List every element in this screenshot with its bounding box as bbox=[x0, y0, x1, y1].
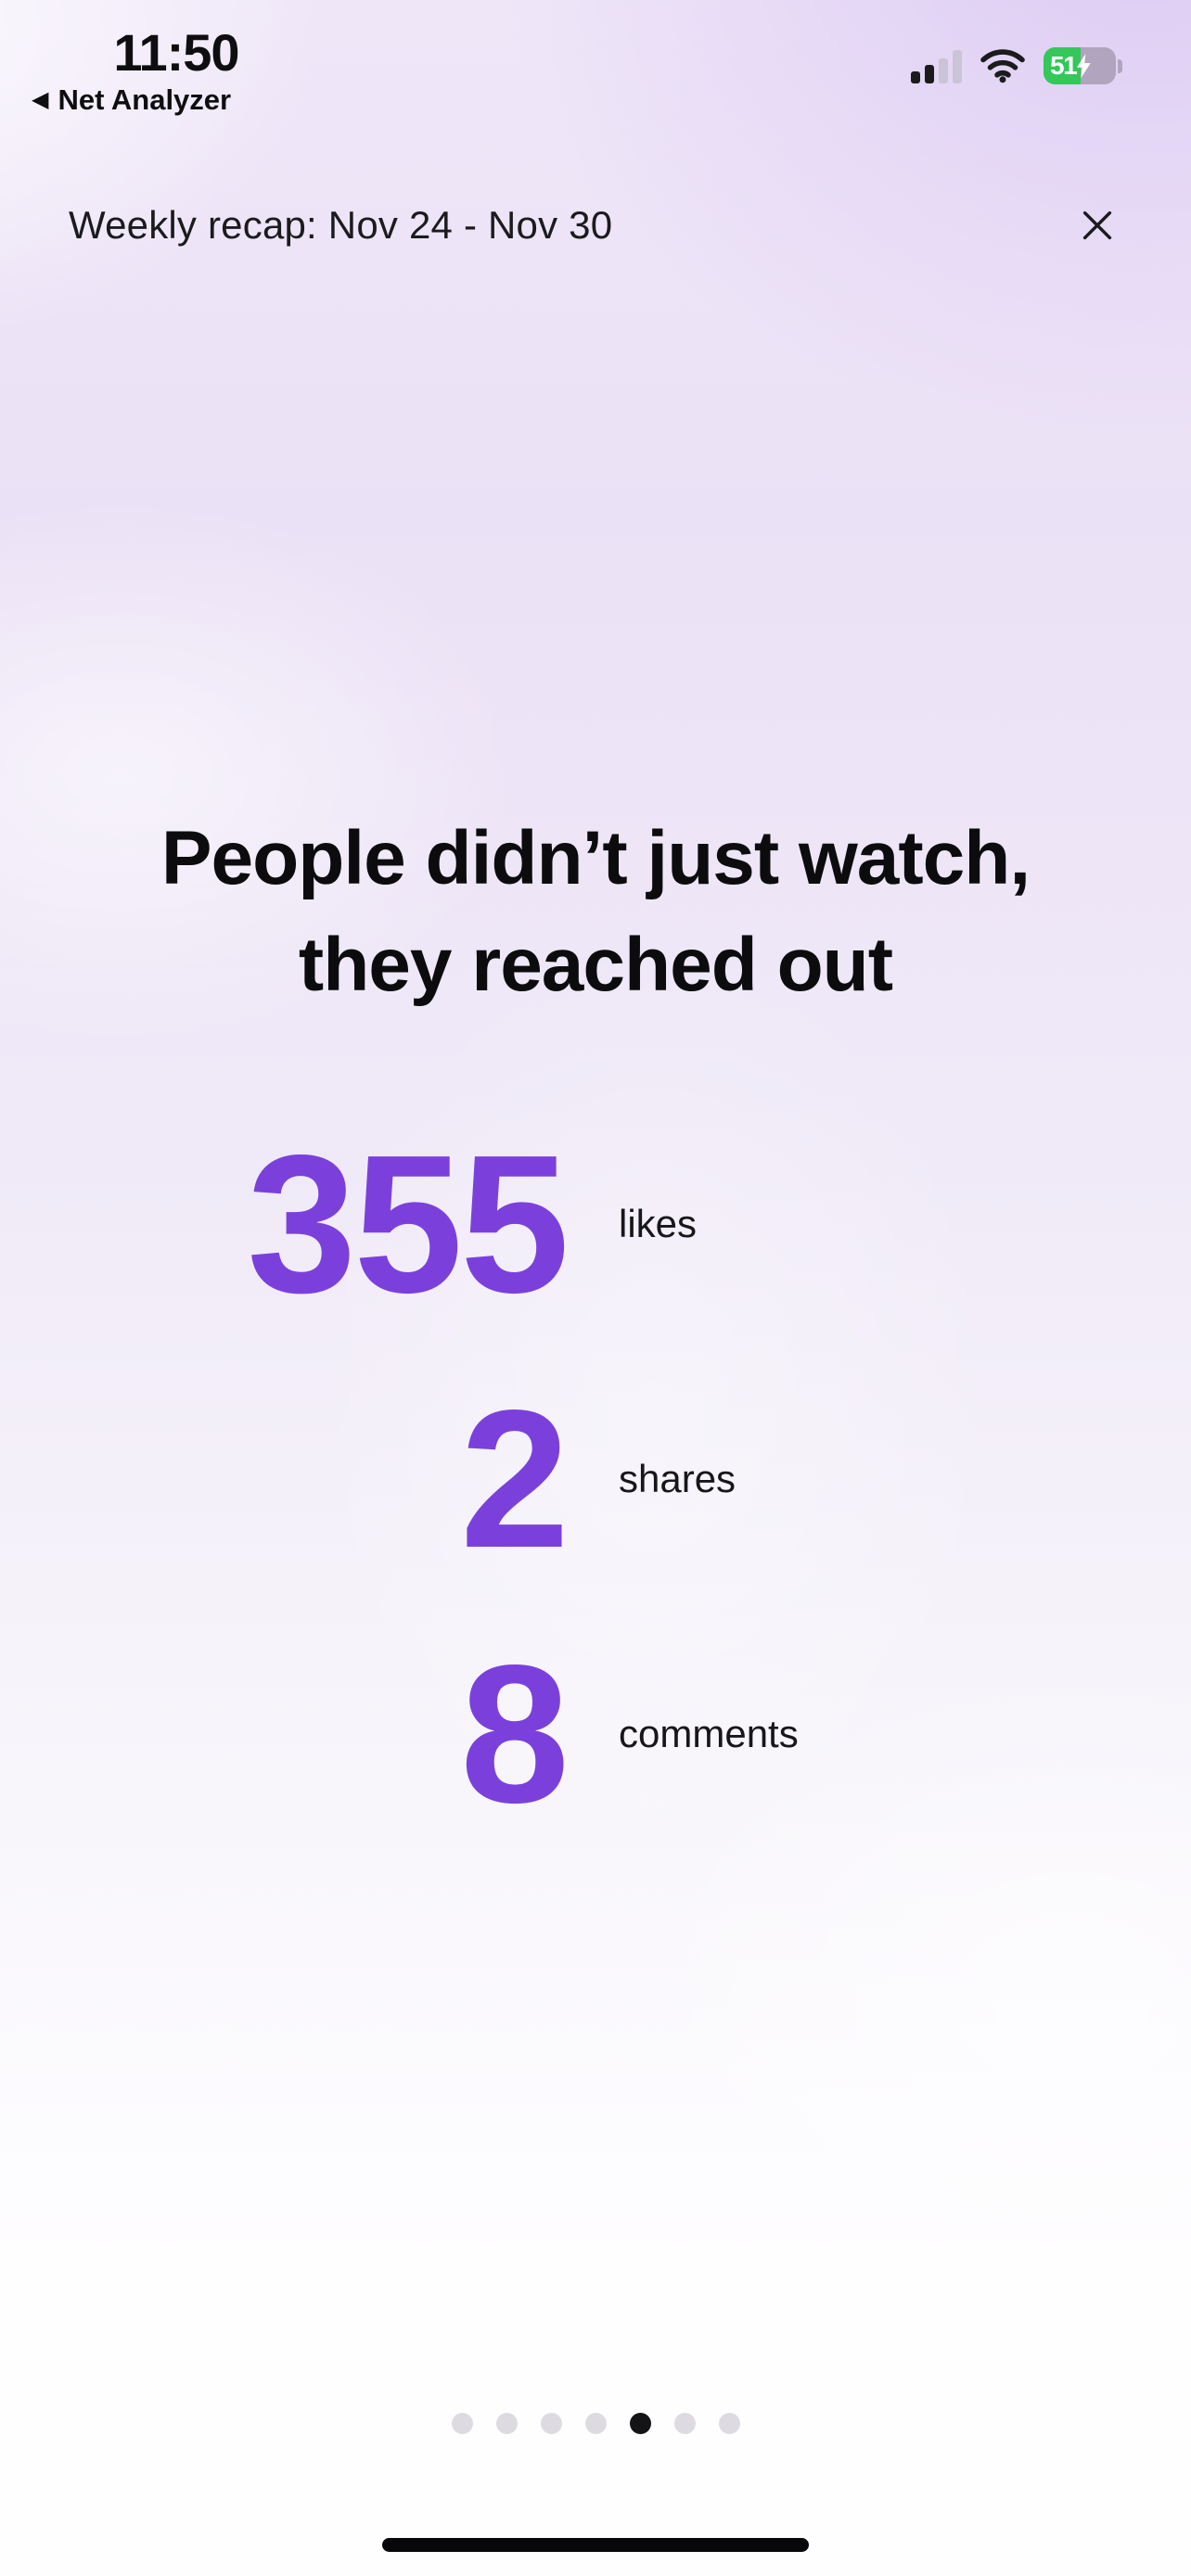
recap-header: Weekly recap: Nov 24 - Nov 30 bbox=[69, 190, 1117, 261]
engagement-stats: 355 likes 2 shares 8 comments bbox=[0, 1096, 1191, 1861]
cellular-signal-icon bbox=[911, 49, 962, 83]
status-bar-right: 51 bbox=[911, 46, 1122, 85]
page-dot[interactable] bbox=[451, 2413, 473, 2434]
charging-bolt-icon bbox=[1077, 54, 1091, 78]
close-icon[interactable] bbox=[1078, 206, 1117, 245]
likes-label: likes bbox=[619, 1201, 698, 1245]
page-dot[interactable] bbox=[673, 2413, 696, 2434]
status-time: 11:50 bbox=[113, 23, 239, 82]
shares-count: 2 bbox=[460, 1368, 570, 1588]
stat-row-comments: 8 comments bbox=[0, 1606, 1191, 1861]
recap-heading-line2: they reached out bbox=[298, 923, 893, 1007]
recap-heading-line1: People didn’t just watch, bbox=[160, 816, 1031, 900]
page-dot[interactable] bbox=[540, 2413, 562, 2434]
shares-label: shares bbox=[619, 1456, 736, 1500]
wifi-icon bbox=[980, 49, 1025, 83]
recap-heading: People didn’t just watch, they reached o… bbox=[46, 805, 1145, 1018]
comments-label: comments bbox=[619, 1711, 799, 1755]
page-dot[interactable] bbox=[584, 2413, 607, 2434]
pagination-dots[interactable] bbox=[0, 2413, 1191, 2434]
comments-count: 8 bbox=[460, 1623, 570, 1843]
page-dot[interactable] bbox=[718, 2413, 740, 2434]
battery-charging-icon: 51 bbox=[1044, 47, 1122, 84]
page-dot-active[interactable] bbox=[629, 2413, 651, 2434]
home-indicator[interactable] bbox=[382, 2538, 809, 2552]
back-triangle-icon: ◀ bbox=[32, 87, 49, 112]
back-app-label: Net Analyzer bbox=[58, 83, 232, 116]
recap-title: Weekly recap: Nov 24 - Nov 30 bbox=[69, 203, 613, 247]
page-dot[interactable] bbox=[495, 2413, 518, 2434]
stat-row-likes: 355 likes bbox=[0, 1096, 1191, 1351]
stat-row-shares: 2 shares bbox=[0, 1351, 1191, 1606]
battery-fill bbox=[1044, 47, 1081, 84]
likes-count: 355 bbox=[247, 1113, 570, 1333]
back-to-app-button[interactable]: ◀ Net Analyzer bbox=[32, 83, 231, 117]
battery-percent: 51 bbox=[1050, 51, 1078, 80]
